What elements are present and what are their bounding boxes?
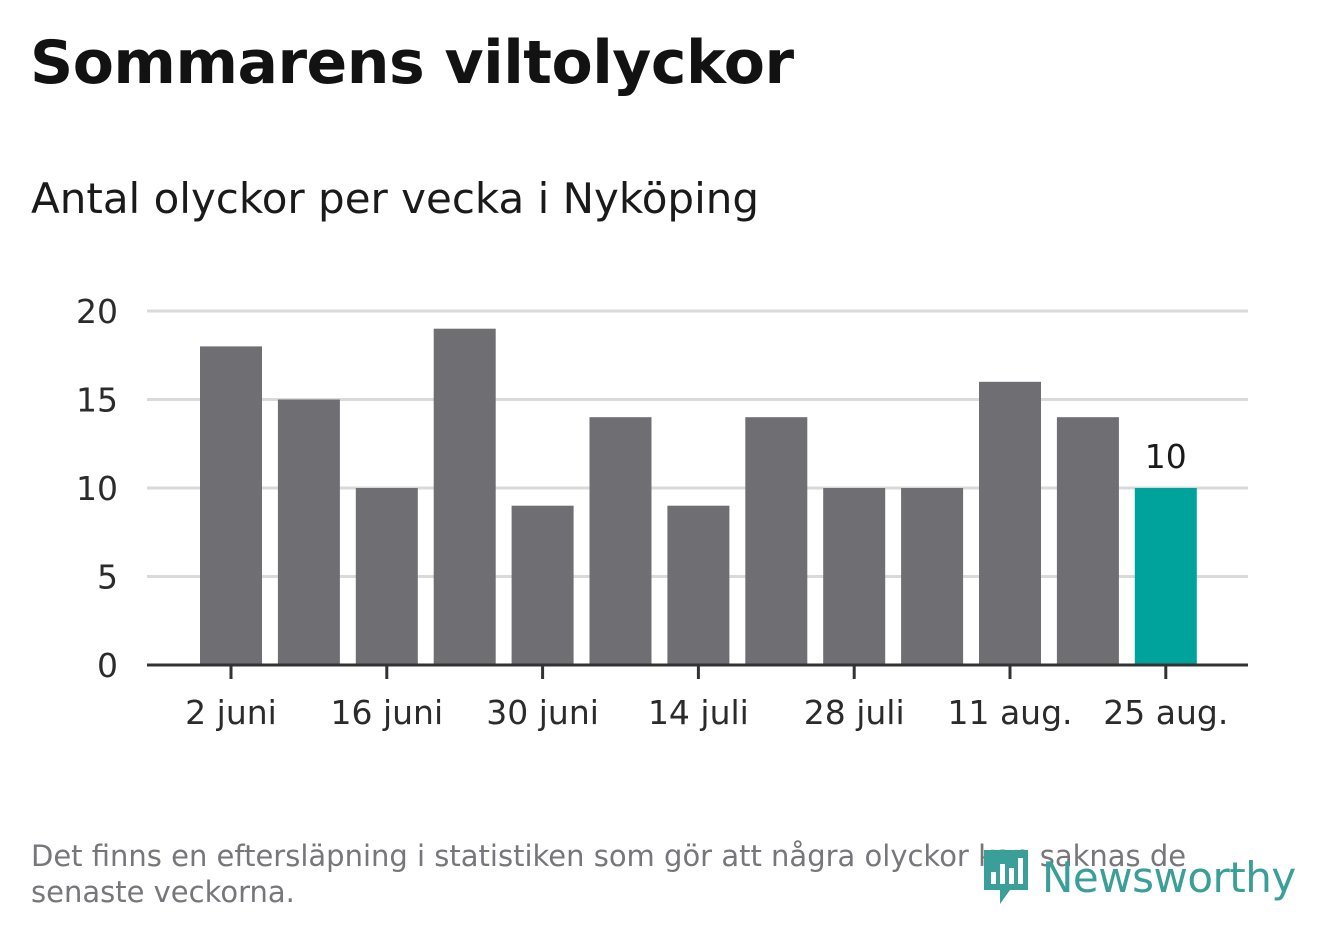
x-tick-label: 28 juli [804, 693, 905, 732]
bar [355, 488, 418, 665]
bar [589, 417, 652, 665]
x-tick-label: 16 juni [330, 693, 443, 732]
x-tick-label: 30 juni [486, 693, 599, 732]
x-tick-label: 14 juli [648, 693, 749, 732]
newsworthy-logo-text: Newsworthy [1042, 853, 1296, 902]
y-tick-label: 10 [76, 469, 118, 508]
y-tick-label: 0 [97, 646, 118, 685]
bar [511, 505, 574, 665]
y-tick-label: 15 [76, 381, 118, 420]
bar [277, 399, 340, 665]
y-tick-label: 20 [76, 292, 118, 331]
bar-highlight [1134, 488, 1197, 665]
x-tick-label: 25 aug. [1103, 693, 1228, 732]
newsworthy-logo: Newsworthy [980, 846, 1296, 910]
bar-chart: 0 5 10 15 20 2 juni 16 juni 30 juni 14 juli 28 ju… [76, 292, 1248, 732]
data-label: 10 [1145, 437, 1187, 476]
newsworthy-logo-icon [984, 850, 1028, 904]
bar [979, 381, 1041, 665]
footnote-line-2: senaste veckorna. [31, 875, 295, 909]
bar [823, 488, 886, 665]
y-tick-label: 5 [97, 558, 118, 597]
chart-subtitle: Antal olyckor per vecka i Nyköping [31, 174, 760, 223]
x-tick-label: 11 aug. [947, 693, 1072, 732]
chart-title: Sommarens viltolyckor [30, 28, 794, 98]
bar [901, 488, 964, 665]
bar [667, 505, 730, 665]
bar [745, 417, 808, 665]
bar [433, 328, 496, 665]
bar [1056, 417, 1119, 665]
x-tick-label: 2 juni [185, 693, 277, 732]
bar [200, 346, 262, 665]
